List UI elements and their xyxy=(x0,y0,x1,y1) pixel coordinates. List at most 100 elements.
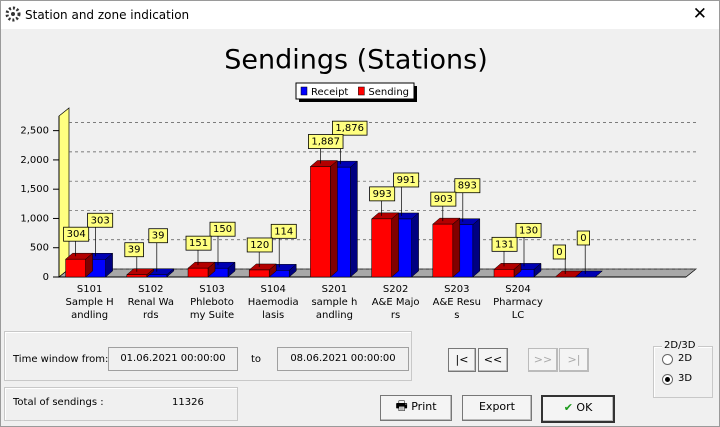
value-label-box xyxy=(124,242,144,258)
ok-label: OK xyxy=(576,401,593,414)
y-tick-label: 2,500 xyxy=(20,126,49,137)
bar xyxy=(64,252,94,278)
legend-swatch xyxy=(358,86,365,96)
bar xyxy=(554,270,583,278)
y-tick-label: 2,000 xyxy=(20,155,49,166)
x-tick-label: S204 Pharmacy LC xyxy=(493,284,543,321)
last-button[interactable]: >| xyxy=(559,348,589,372)
bar-side xyxy=(350,160,358,278)
value-label-box xyxy=(552,244,566,260)
value-label: 114 xyxy=(274,226,293,237)
value-label: 893 xyxy=(458,181,477,192)
bar-front xyxy=(310,166,331,278)
view-group-title: 2D/3D xyxy=(662,340,698,351)
legend-swatch xyxy=(300,86,308,96)
value-label-box xyxy=(369,186,396,202)
total-value: 11326 xyxy=(172,397,204,408)
value-label-box xyxy=(87,212,114,228)
to-field[interactable]: 08.06.2021 00:00:00 xyxy=(277,347,409,371)
export-button[interactable]: Export xyxy=(462,395,532,421)
bar xyxy=(370,212,400,278)
value-label: 303 xyxy=(91,215,110,226)
value-label-box xyxy=(63,226,90,242)
ok-button[interactable]: ✔ OK xyxy=(541,395,615,423)
x-tick-label: S203 A&E Resu s xyxy=(433,284,481,321)
bar-front xyxy=(126,274,148,278)
value-label: 993 xyxy=(373,189,392,200)
value-label-box xyxy=(331,120,368,136)
bar xyxy=(493,262,522,278)
total-label: Total of sendings : xyxy=(13,397,104,408)
radio-2d[interactable] xyxy=(662,354,673,365)
bar-side xyxy=(472,218,481,278)
value-label: 39 xyxy=(128,245,141,256)
time-window-group xyxy=(4,331,412,381)
value-label: 304 xyxy=(67,229,86,240)
bar xyxy=(432,217,461,278)
to-label: to xyxy=(251,354,262,365)
bar-front xyxy=(146,274,168,278)
value-label: 903 xyxy=(434,194,453,205)
value-label-box xyxy=(209,221,236,237)
bar-front xyxy=(65,258,86,278)
radio-3d[interactable] xyxy=(662,374,673,385)
bar xyxy=(126,268,155,278)
value-label-box xyxy=(576,230,590,246)
y-tick-label: 1,000 xyxy=(20,213,49,224)
bar-side xyxy=(391,212,399,278)
legend-box xyxy=(295,82,415,100)
x-tick-label: S102 Renal Wa rds xyxy=(128,284,174,321)
bar-front xyxy=(493,269,515,278)
prev-button[interactable]: << xyxy=(478,348,508,372)
value-label: 0 xyxy=(556,247,562,258)
print-label: Print xyxy=(411,400,437,413)
chart: Sendings (Stations) 0 500 1,000 1,500 2,000 2,… xyxy=(20,45,697,321)
legend: Receipt Sending xyxy=(295,82,417,102)
app-icon xyxy=(5,6,21,22)
x-tick-label: S202 A&E Majo rs xyxy=(372,284,420,321)
radio-2d-label: 2D xyxy=(678,353,693,364)
legend-label: Receipt xyxy=(311,87,348,98)
value-label-box xyxy=(491,236,518,252)
y-tick-label: 500 xyxy=(30,243,49,254)
value-label: 151 xyxy=(189,238,208,249)
close-button[interactable]: ✕ xyxy=(692,4,707,24)
value-label-box xyxy=(270,223,297,239)
y-tick-label: 0 xyxy=(43,272,49,283)
first-button[interactable]: |< xyxy=(448,348,476,372)
value-label: 39 xyxy=(152,231,165,242)
value-label: 1,887 xyxy=(311,137,340,148)
value-label: 120 xyxy=(250,240,269,251)
x-tick-label: S201 sample h andling xyxy=(311,284,357,321)
value-label-box xyxy=(515,222,542,238)
bar-side xyxy=(330,159,338,278)
bar xyxy=(187,261,216,278)
from-field[interactable]: 01.06.2021 00:00:00 xyxy=(108,347,238,371)
bar-side xyxy=(411,212,419,278)
radio-3d-label: 3D xyxy=(678,373,693,384)
value-label-box xyxy=(430,191,457,207)
value-label: 0 xyxy=(580,233,586,244)
value-label-box xyxy=(393,172,420,188)
bar-front xyxy=(371,218,392,278)
window-title: Station and zone indication xyxy=(25,8,190,22)
value-label: 991 xyxy=(397,175,416,186)
bar-top xyxy=(554,270,583,278)
bar-front xyxy=(248,269,270,278)
chart-title: Sendings (Stations) xyxy=(224,45,488,76)
y-tick-label: 1,500 xyxy=(20,184,49,195)
legend-label: Sending xyxy=(368,87,409,98)
time-window-label: Time window from: xyxy=(13,354,109,365)
next-button[interactable]: >> xyxy=(528,348,558,372)
x-tick-label: S104 Haemodia lasis xyxy=(248,284,299,321)
value-label-box xyxy=(148,228,168,244)
print-button[interactable]: 🖶 Print xyxy=(380,395,452,421)
bar xyxy=(309,159,339,278)
value-label: 1,876 xyxy=(335,123,364,134)
bar-front xyxy=(187,267,209,278)
value-label-box xyxy=(454,178,481,194)
value-label-box xyxy=(185,235,212,251)
value-label-box xyxy=(246,237,273,253)
